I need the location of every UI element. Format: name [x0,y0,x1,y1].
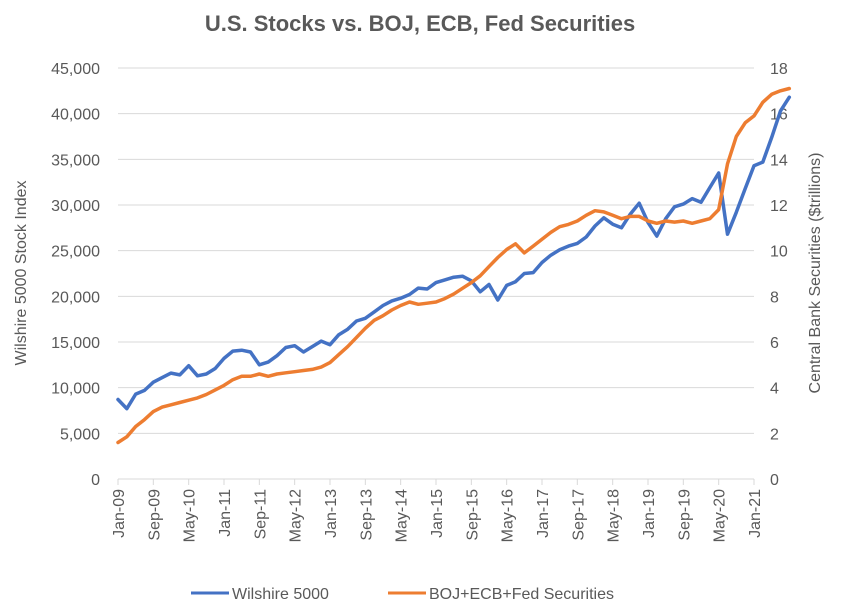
y2-tick-label: 10 [770,244,788,261]
series-group [116,86,792,445]
series-line-cb-securities [116,86,792,445]
series-line-wilshire-5000 [116,95,792,411]
y2-tick-label: 2 [770,426,779,443]
x-tick-label: Jan-09 [111,489,128,538]
x-tick-label: May-14 [394,489,411,542]
x-tick-label: Sep-17 [570,489,587,541]
y-tick-label: 0 [91,472,100,489]
x-tick-label: May-16 [500,489,517,542]
x-tick-label: Sep-19 [676,489,693,541]
y-tick-label: 15,000 [51,335,100,352]
x-tick-label: Jan-17 [535,489,552,538]
x-tick-label: Sep-09 [146,489,163,541]
gridlines [118,67,754,434]
x-tick-label: Jan-11 [217,489,234,537]
y-axis-right-title: Central Bank Securities ($trillions) [807,153,824,394]
legend-label-wilshire: Wilshire 5000 [232,586,329,603]
y-axis-left-title: Wilshire 5000 Stock Index [13,181,30,366]
x-tick-label: Jan-15 [429,489,446,538]
y-tick-label: 40,000 [51,107,100,124]
y2-tick-label: 8 [770,289,779,306]
y-tick-label: 25,000 [51,244,100,261]
x-tick-label: May-20 [712,489,729,542]
y-tick-label: 20,000 [51,289,100,306]
x-tick-label: Jan-13 [323,489,340,538]
x-tick-label: Sep-13 [358,489,375,541]
y2-tick-label: 0 [770,472,779,489]
y-tick-label: 5,000 [60,426,100,443]
x-tick-label: May-12 [288,489,305,542]
y2-tick-label: 6 [770,335,779,352]
y2-tick-label: 14 [770,152,788,169]
x-tick-label: May-10 [182,489,199,542]
x-axis: Jan-09 Sep-09 May-10 Jan-11 Sep-11 May-12 Jan-… [111,478,764,542]
y-tick-label: 10,000 [51,381,100,398]
y2-tick-label: 12 [770,198,788,215]
y-tick-label: 45,000 [51,61,100,78]
x-tick-label: Jan-19 [641,489,658,538]
x-tick-label: Jan-21 [747,489,764,538]
x-tick-label: Sep-11 [252,489,269,540]
y2-tick-label: 18 [770,61,788,78]
x-tick-label: May-18 [606,489,623,542]
legend: Wilshire 5000 BOJ+ECB+Fed Securities [191,586,614,603]
x-tick-label: Sep-15 [464,489,481,541]
y-axis-left-ticks: 0 5,000 10,000 15,000 20,000 25,000 30,000 35,0… [51,61,100,489]
chart-title: U.S. Stocks vs. BOJ, ECB, Fed Securities [205,11,635,36]
y-tick-label: 30,000 [51,198,100,215]
y-tick-label: 35,000 [51,152,100,169]
y2-tick-label: 4 [770,381,779,398]
legend-label-cb-securities: BOJ+ECB+Fed Securities [429,586,614,603]
